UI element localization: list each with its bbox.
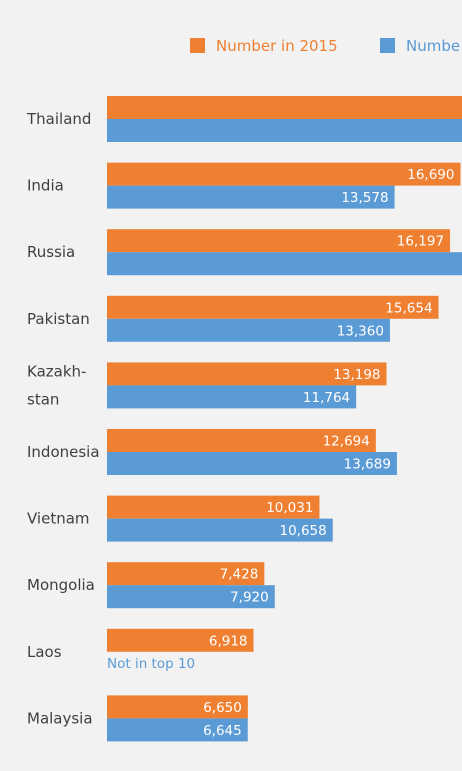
bar-laos-1 xyxy=(107,628,254,652)
category-label-mongolia: Mongolia xyxy=(27,576,95,594)
data-label: 6,645 xyxy=(203,723,242,739)
legend-swatch xyxy=(380,38,395,53)
data-label: 15,654 xyxy=(385,300,432,316)
annotation-not-in-top-10: Not in top 10 xyxy=(107,656,195,672)
bar-kazakh-stan-1 xyxy=(107,362,387,386)
data-label: 6,650 xyxy=(203,700,242,716)
bar-indonesia-1 xyxy=(107,429,376,452)
legend-label: Numbe xyxy=(406,37,460,55)
data-label: 11,764 xyxy=(303,390,350,406)
bar-indonesia-2 xyxy=(107,452,397,475)
bar-kazakh-stan-2 xyxy=(107,385,357,409)
bar-vietnam-2 xyxy=(107,518,333,542)
bar-thailand-1 xyxy=(107,96,462,119)
bar-thailand-2 xyxy=(107,119,462,142)
legend-label: Number in 2015 xyxy=(216,37,338,55)
data-label: 13,689 xyxy=(344,457,391,473)
category-label-thailand: Thailand xyxy=(26,110,91,128)
bar-india-2 xyxy=(107,185,395,209)
data-label: 16,197 xyxy=(397,234,444,250)
bar-russia-1 xyxy=(107,229,451,253)
category-label-pakistan: Pakistan xyxy=(27,310,90,328)
data-label: 13,198 xyxy=(333,367,380,383)
bar-pakistan-2 xyxy=(107,318,390,342)
bar-russia-2 xyxy=(107,252,462,276)
data-label: 13,578 xyxy=(341,190,388,206)
data-label: 12,694 xyxy=(323,434,370,450)
data-label: 16,690 xyxy=(407,167,454,183)
category-label-laos: Laos xyxy=(27,643,62,661)
data-label: 13,360 xyxy=(337,323,384,339)
legend-swatch xyxy=(190,38,205,53)
bar-malaysia-2 xyxy=(107,718,248,742)
category-label-malaysia: Malaysia xyxy=(27,709,93,727)
category-label-russia: Russia xyxy=(27,243,75,261)
data-label: 7,428 xyxy=(220,567,259,583)
bar-india-1 xyxy=(107,162,461,186)
bar-mongolia-1 xyxy=(107,562,265,586)
data-label: 6,918 xyxy=(209,633,248,649)
data-label: 10,658 xyxy=(279,523,326,539)
category-label-indonesia: Indonesia xyxy=(27,443,100,461)
data-label: 7,920 xyxy=(230,590,269,606)
category-label-vietnam: Vietnam xyxy=(27,510,90,528)
bar-vietnam-1 xyxy=(107,495,320,519)
data-label: 10,031 xyxy=(266,500,313,516)
category-label-india: India xyxy=(27,177,64,195)
bar-malaysia-1 xyxy=(107,695,248,719)
category-label-kazakh-stan: Kazakh-stan xyxy=(27,362,86,408)
bar-pakistan-1 xyxy=(107,295,439,319)
bar-mongolia-2 xyxy=(107,585,275,609)
